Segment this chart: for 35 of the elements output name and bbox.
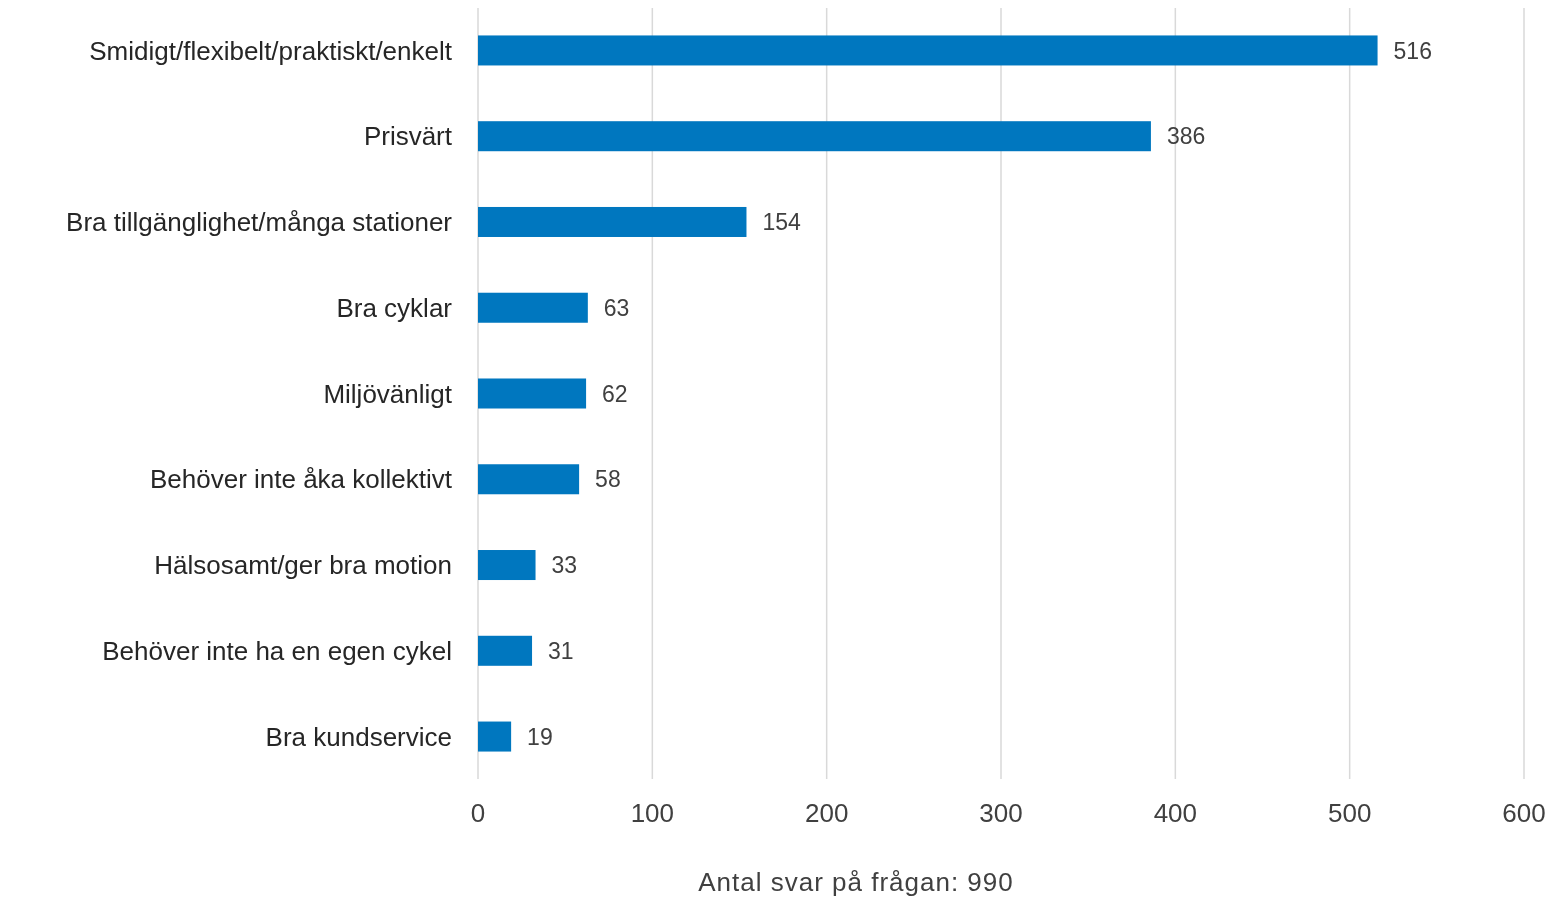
x-tick-label: 0 <box>470 798 486 829</box>
bar <box>478 635 533 666</box>
bar <box>478 378 587 409</box>
data-label: 33 <box>551 552 578 579</box>
x-tick-label: 300 <box>979 798 1023 829</box>
data-label: 31 <box>548 637 574 664</box>
data-label: 386 <box>1166 123 1206 150</box>
y-tick-label: Miljövänligt <box>323 378 453 409</box>
bar <box>478 550 536 581</box>
y-tick-label: Smidigt/flexibelt/praktiskt/enkelt <box>89 35 453 66</box>
x-tick-label: 200 <box>804 798 849 829</box>
y-tick-label: Bra tillgänglighet/många stationer <box>66 207 453 238</box>
bar <box>478 721 512 752</box>
bar <box>478 35 1378 66</box>
x-tick-label: 500 <box>1327 798 1372 829</box>
y-tick-label: Bra kundservice <box>265 721 452 752</box>
x-tick-label: 600 <box>1502 798 1546 829</box>
bar <box>478 121 1151 152</box>
x-axis-title: Antal svar på frågan: 990 <box>698 867 1014 898</box>
x-tick-label: 100 <box>630 798 675 829</box>
y-tick-label: Behöver inte åka kollektivt <box>149 464 453 495</box>
x-tick-label: 400 <box>1153 798 1198 829</box>
y-tick-label: Behöver inte ha en egen cykel <box>102 635 452 666</box>
data-label: 516 <box>1393 37 1432 64</box>
y-tick-label: Hälsosamt/ger bra motion <box>154 550 452 581</box>
data-label: 154 <box>762 209 802 236</box>
data-label: 63 <box>603 294 630 321</box>
bar <box>478 206 747 237</box>
data-label: 19 <box>527 723 553 750</box>
data-label: 58 <box>595 466 621 493</box>
data-label: 62 <box>602 380 628 407</box>
y-tick-label: Bra cyklar <box>336 292 453 323</box>
bar <box>478 292 588 323</box>
y-tick-label: Prisvärt <box>363 121 453 152</box>
bar <box>478 464 580 495</box>
